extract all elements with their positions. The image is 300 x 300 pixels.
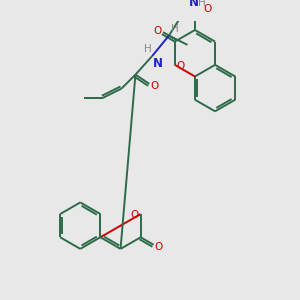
Text: N: N xyxy=(153,57,163,70)
Text: O: O xyxy=(177,61,185,71)
Text: H: H xyxy=(198,0,205,8)
Text: N: N xyxy=(189,0,199,9)
Text: O: O xyxy=(130,210,139,220)
Text: O: O xyxy=(154,242,163,253)
Text: O: O xyxy=(153,26,161,36)
Text: O: O xyxy=(203,4,211,14)
Text: H: H xyxy=(143,44,151,54)
Text: O: O xyxy=(150,81,158,91)
Text: H: H xyxy=(171,24,178,34)
